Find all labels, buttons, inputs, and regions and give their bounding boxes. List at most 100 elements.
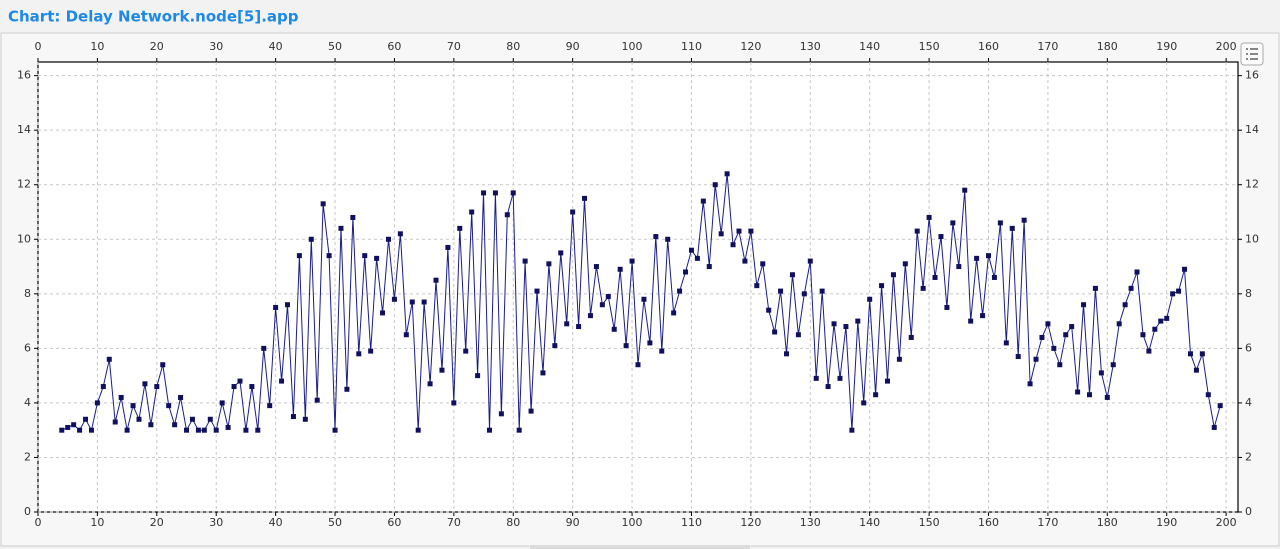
y-tick-label-right: 0 xyxy=(1245,505,1252,518)
data-point xyxy=(1158,318,1164,324)
x-tick-label-top: 90 xyxy=(566,40,580,53)
x-tick-label-top: 170 xyxy=(1037,40,1058,53)
data-point xyxy=(362,253,368,259)
data-point xyxy=(1021,217,1027,223)
scrollbar[interactable] xyxy=(530,545,750,549)
data-point xyxy=(985,253,991,259)
data-point xyxy=(249,384,255,390)
data-point xyxy=(1086,392,1092,398)
x-tick-label-top: 180 xyxy=(1097,40,1118,53)
data-point xyxy=(225,424,231,430)
data-point xyxy=(433,277,439,283)
data-point xyxy=(481,190,487,196)
x-tick-label-bottom: 140 xyxy=(859,516,880,529)
data-point xyxy=(736,228,742,234)
data-point xyxy=(451,400,457,406)
data-point xyxy=(409,299,415,305)
y-tick-label-left: 8 xyxy=(24,287,31,300)
data-point xyxy=(469,209,475,215)
x-tick-label-bottom: 0 xyxy=(35,516,42,529)
data-point xyxy=(807,258,813,264)
data-point xyxy=(772,329,778,335)
data-point xyxy=(617,266,623,272)
data-point xyxy=(148,422,154,428)
data-point xyxy=(516,427,522,433)
data-point xyxy=(700,198,706,204)
data-point xyxy=(189,416,195,422)
data-point xyxy=(219,400,225,406)
data-point xyxy=(231,384,237,390)
data-point xyxy=(94,400,100,406)
data-point xyxy=(273,304,279,310)
y-tick-label-left: 4 xyxy=(24,396,31,409)
x-tick-label-top: 150 xyxy=(919,40,940,53)
data-point xyxy=(415,427,421,433)
data-point xyxy=(611,326,617,332)
x-tick-label-top: 110 xyxy=(681,40,702,53)
data-point xyxy=(100,384,106,390)
data-point xyxy=(1146,348,1152,354)
data-point xyxy=(760,261,766,267)
data-point xyxy=(938,234,944,240)
data-point xyxy=(665,236,671,242)
data-point xyxy=(867,296,873,302)
data-point xyxy=(160,362,166,368)
data-point xyxy=(534,288,540,294)
data-point xyxy=(873,392,879,398)
data-point xyxy=(582,195,588,201)
y-tick-label-left: 16 xyxy=(17,69,31,82)
chart-title: Chart: Delay Network.node[5].app xyxy=(8,8,299,26)
data-point xyxy=(1116,321,1122,327)
y-tick-label-right: 14 xyxy=(1245,123,1259,136)
data-point xyxy=(789,272,795,278)
y-tick-label-left: 14 xyxy=(17,123,31,136)
data-point xyxy=(356,351,362,357)
x-tick-label-bottom: 70 xyxy=(447,516,461,529)
data-point xyxy=(385,236,391,242)
data-point xyxy=(403,332,409,338)
data-point xyxy=(653,234,659,240)
data-point xyxy=(570,209,576,215)
x-tick-label-bottom: 180 xyxy=(1097,516,1118,529)
options-icon xyxy=(1246,48,1258,60)
data-point xyxy=(267,403,273,409)
data-point xyxy=(1098,370,1104,376)
data-point xyxy=(201,427,207,433)
data-point xyxy=(1104,394,1110,400)
data-point xyxy=(261,345,267,351)
x-tick-label-bottom: 120 xyxy=(740,516,761,529)
data-point xyxy=(914,228,920,234)
data-point xyxy=(730,242,736,248)
data-point xyxy=(1128,285,1134,291)
data-point xyxy=(564,321,570,327)
data-point xyxy=(1152,326,1158,332)
data-point xyxy=(980,313,986,319)
data-point xyxy=(285,302,291,308)
data-point xyxy=(1039,334,1045,340)
data-point xyxy=(706,264,712,270)
data-point xyxy=(1003,340,1009,346)
options-button[interactable] xyxy=(1240,42,1264,66)
y-tick-label-left: 0 xyxy=(24,505,31,518)
data-point xyxy=(724,171,730,177)
data-point xyxy=(1211,424,1217,430)
data-point xyxy=(926,214,932,220)
data-point xyxy=(463,348,469,354)
data-point xyxy=(1015,354,1021,360)
data-point xyxy=(65,424,71,430)
data-point xyxy=(879,283,885,289)
data-point xyxy=(1045,321,1051,327)
x-tick-label-top: 120 xyxy=(740,40,761,53)
data-point xyxy=(124,427,130,433)
data-point xyxy=(1110,362,1116,368)
data-point xyxy=(843,324,849,330)
data-point xyxy=(997,220,1003,226)
data-point xyxy=(510,190,516,196)
data-point xyxy=(647,340,653,346)
data-point xyxy=(154,384,160,390)
data-line xyxy=(61,173,1221,432)
data-point xyxy=(1193,367,1199,373)
data-point xyxy=(718,231,724,237)
x-tick-label-bottom: 170 xyxy=(1037,516,1058,529)
